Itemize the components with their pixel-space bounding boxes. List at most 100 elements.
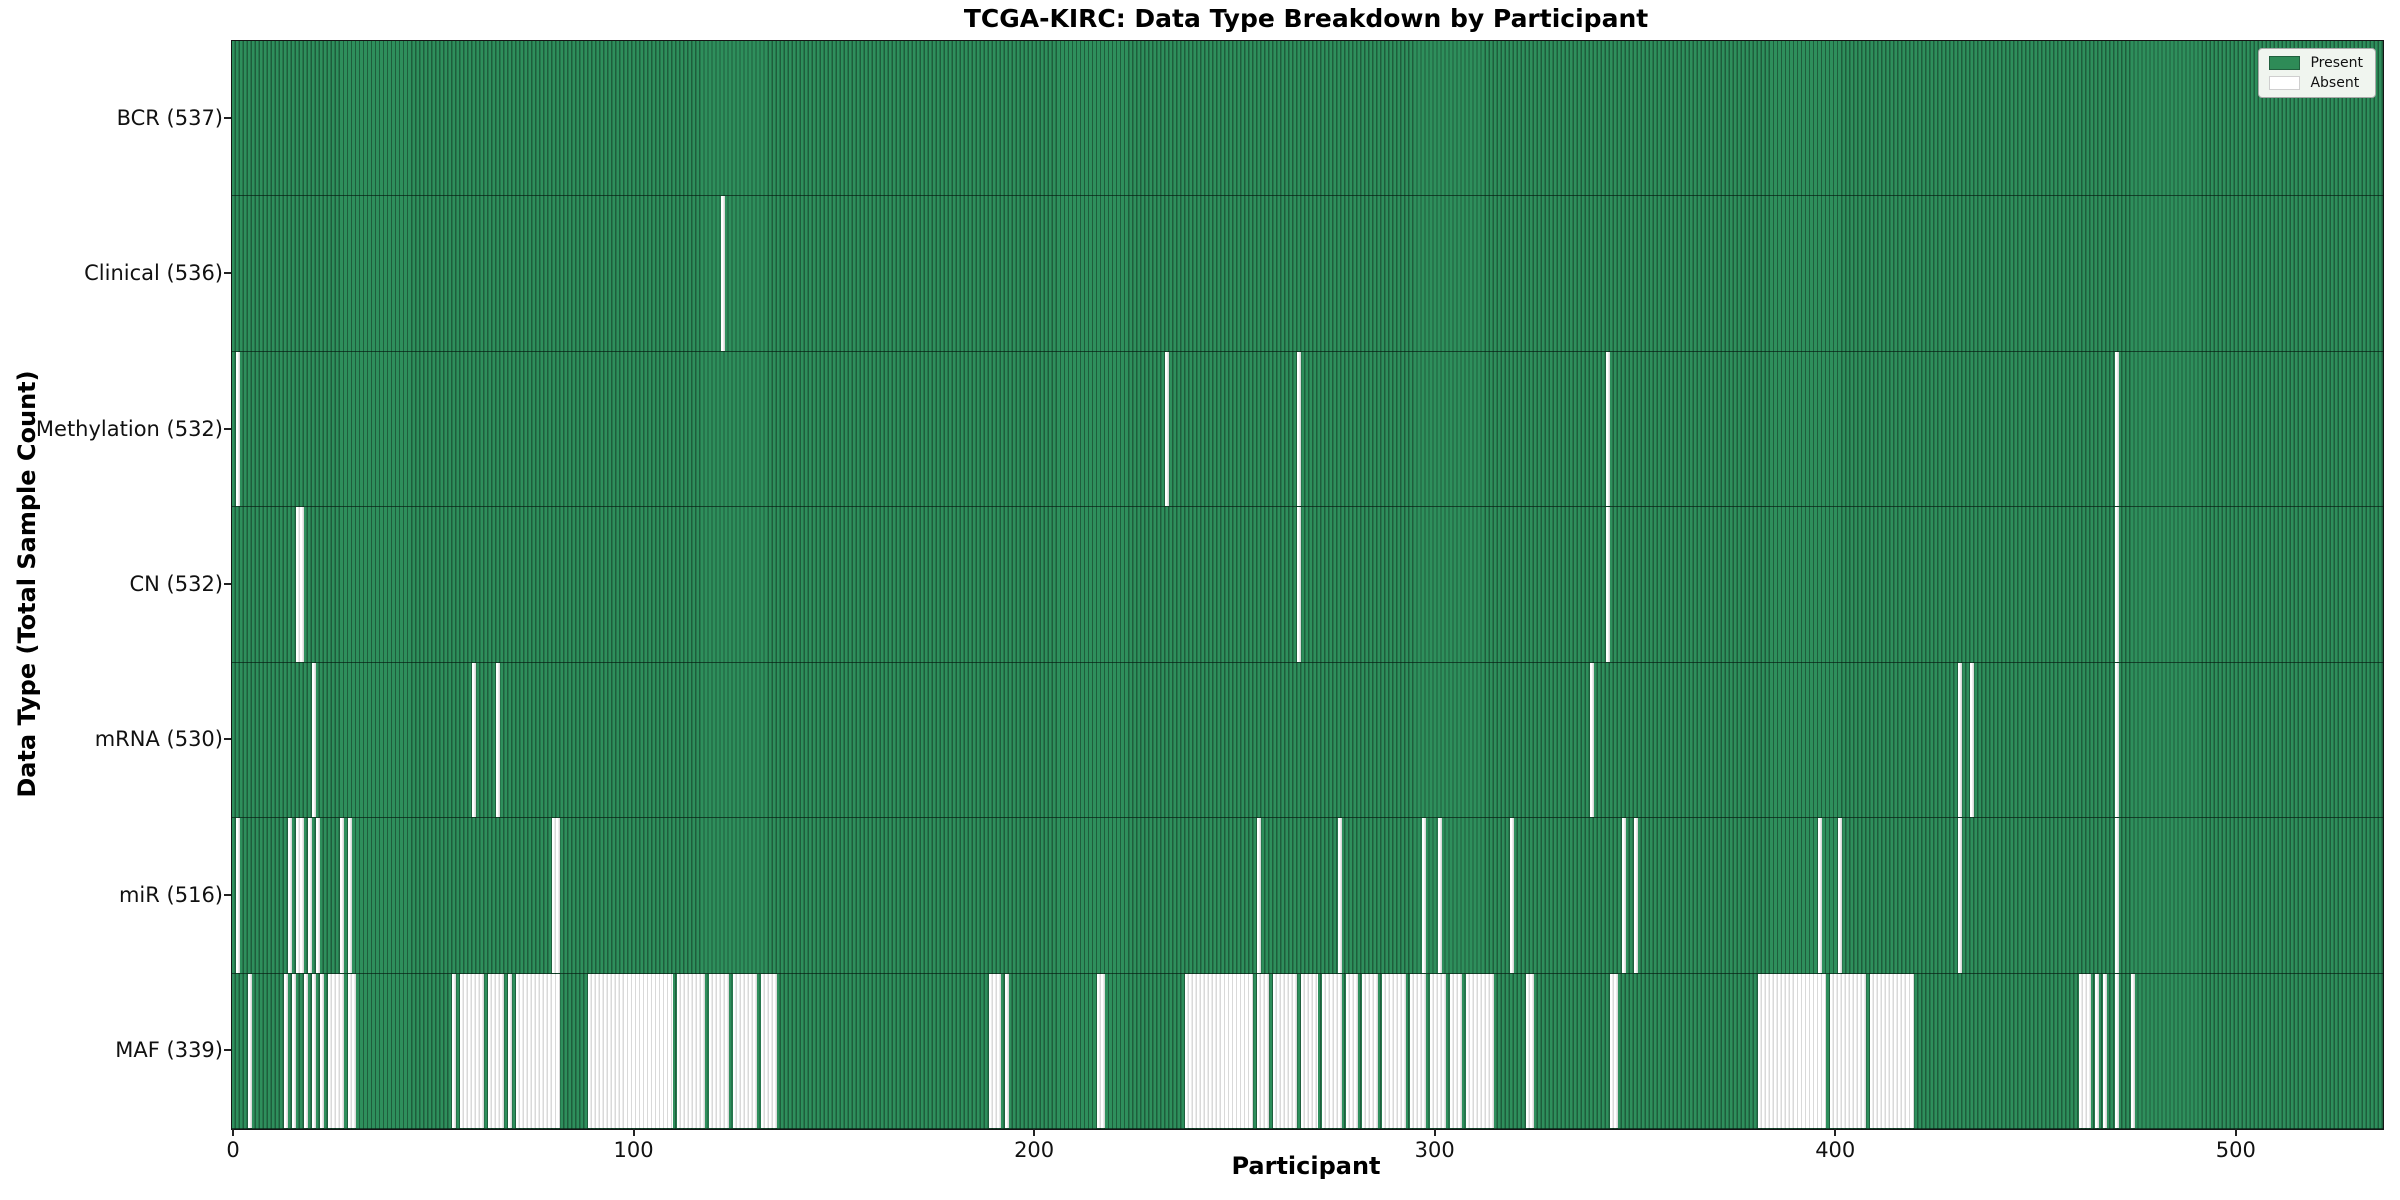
absent-gap [316,818,321,973]
absent-gap [732,973,757,1128]
absent-gap [720,196,725,351]
absent-gap [1818,818,1823,973]
x-tick-mark [632,1129,635,1136]
absent-gap [552,818,561,973]
chart-row-Clinical [232,196,2383,352]
absent-gap [1970,662,1975,818]
x-tick-mark [232,1129,234,1136]
y-tick-mark [224,427,231,430]
absent-gap [2114,662,2119,818]
absent-gap [1870,973,1915,1128]
plot-area: Present Absent [231,40,2384,1130]
y-tick-mark [224,893,231,896]
x-tick-label: 300 [1414,1138,1455,1162]
absent-gap [452,973,457,1128]
legend-present-label: Present [2310,55,2363,71]
absent-gap [2114,973,2119,1128]
chart-title: TCGA-KIRC: Data Type Breakdown by Partic… [963,4,1649,33]
x-axis-label: Participant [1231,1152,1381,1180]
absent-gap [2114,507,2119,662]
absent-gap [1321,973,1342,1128]
x-tick-label: 500 [2215,1138,2256,1162]
absent-gap [1605,507,1610,662]
y-tick-label-miR: miR (516) [118,882,223,907]
chart-row-Methylation [232,351,2383,508]
absent-gap [508,973,513,1128]
absent-gap [1838,818,1843,973]
absent-gap [989,973,1002,1128]
legend-absent-label: Absent [2310,75,2360,91]
absent-gap [1421,818,1426,973]
absent-gap [1257,973,1270,1128]
y-tick-mark [224,738,231,741]
absent-gap [1465,973,1494,1128]
chart-row-MAF [232,973,2383,1129]
absent-gap [1409,973,1426,1128]
absent-gap [1257,818,1262,973]
y-tick-mark [224,272,231,275]
absent-gap [1165,351,1170,507]
absent-gap [320,973,325,1128]
absent-gap [1381,973,1406,1128]
absent-gap [588,973,673,1128]
y-tick-label-MAF: MAF (339) [115,1038,223,1063]
absent-gap [292,973,297,1128]
x-tick-mark [2234,1129,2237,1136]
absent-gap [1337,818,1342,973]
absent-gap [304,973,309,1128]
absent-gap [1273,973,1298,1128]
absent-gap [284,973,289,1128]
absent-gap [2114,818,2119,973]
absent-gap [1525,973,1534,1128]
absent-gap [1005,973,1010,1128]
absent-gap [1301,973,1318,1128]
absent-gap [1621,818,1626,973]
y-tick-label-mRNA: mRNA (530) [94,727,223,752]
chart-row-CN [232,507,2383,663]
absent-gap [1437,818,1442,973]
absent-gap [1509,818,1514,973]
absent-gap [1361,973,1378,1128]
absent-gap [236,818,240,973]
absent-gap [308,818,313,973]
x-tick-label: 100 [613,1138,654,1162]
absent-gap [236,351,240,507]
absent-gap [676,973,705,1128]
absent-gap [760,973,777,1128]
absent-gap [1449,973,1462,1128]
legend-item-absent: Absent [2269,76,2363,90]
absent-gap [296,818,305,973]
absent-gap [1097,973,1106,1128]
absent-gap [312,973,317,1128]
absent-gap [1605,351,1610,507]
absent-gap [2102,973,2107,1128]
x-tick-mark [1433,1129,1436,1136]
absent-gap [288,818,293,973]
legend-present-swatch [2269,56,2301,70]
absent-gap [1297,351,1302,507]
absent-gap [1297,507,1302,662]
chart-row-BCR [232,41,2383,197]
absent-gap [1633,818,1638,973]
absent-gap [248,973,253,1128]
absent-gap [1830,973,1867,1128]
y-tick-mark [224,1049,231,1052]
y-tick-label-CN: CN (532) [129,572,223,596]
absent-gap [2094,973,2099,1128]
absent-gap [2114,351,2119,507]
absent-gap [2130,973,2135,1128]
absent-gap [460,973,485,1128]
y-tick-label-Methylation: Methylation (532) [35,416,223,441]
absent-gap [708,973,729,1128]
x-tick-mark [1033,1129,1036,1136]
absent-gap [1185,973,1254,1128]
absent-gap [1958,818,1963,973]
absent-gap [296,507,305,662]
legend-absent-swatch [2269,76,2301,90]
absent-gap [328,973,345,1128]
absent-gap [348,973,357,1128]
legend: Present Absent [2258,48,2376,98]
y-tick-mark [224,583,231,585]
absent-gap [340,818,345,973]
